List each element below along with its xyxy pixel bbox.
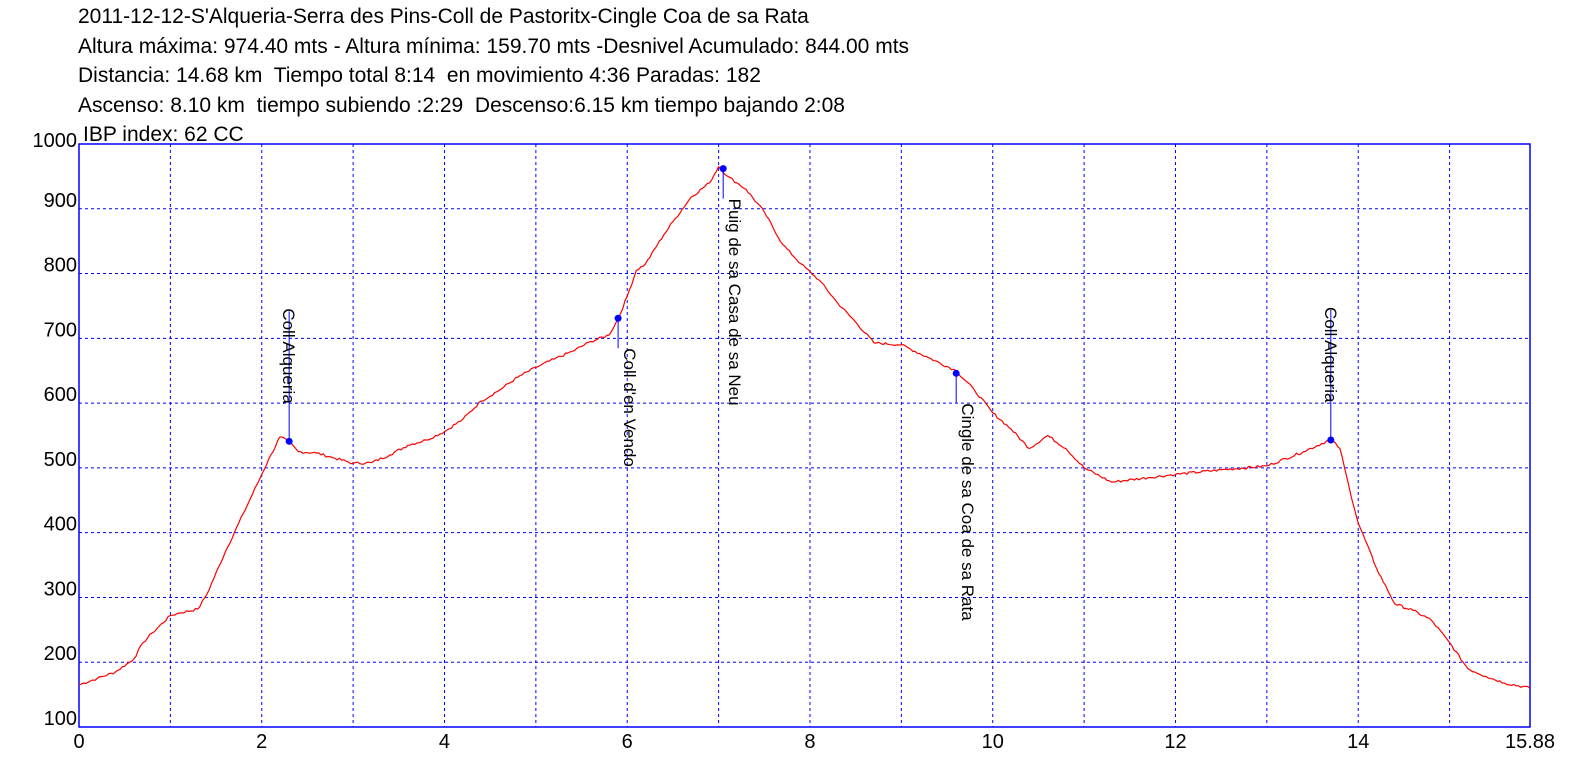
y-tick-label: 700 [44,319,77,341]
waypoint-label: Puig de sa Casa de sa Neu [725,199,744,406]
x-tick-label: 4 [439,731,450,753]
distance-time-summary: Distancia: 14.68 km Tiempo total 8:14 en… [78,64,761,87]
y-tick-label: 600 [44,384,77,406]
y-tick-label: 400 [44,514,77,536]
y-tick-label: 200 [44,643,77,665]
ibp-index: IBP index: 62 CC [83,123,244,146]
waypoint-marker [285,437,293,445]
x-tick-label: 10 [982,731,1004,753]
y-tick-label: 500 [44,449,77,471]
altitude-summary: Altura máxima: 974.40 mts - Altura mínim… [78,34,910,58]
x-tick-label: 14 [1347,731,1369,753]
waypoint-label: Coll Alqueria [1321,307,1340,403]
waypoint-label: Coll d'en Vendo [620,348,639,467]
x-tick-label: 8 [804,731,815,753]
x-tick-label: 6 [622,731,633,753]
x-tick-label: 0 [73,731,84,753]
x-tick-label: 2 [256,731,267,753]
y-tick-label: 1000 [33,130,78,152]
x-tick-label: 15.88 [1505,731,1555,753]
y-tick-label: 900 [44,190,77,212]
elevation-line [78,166,1531,689]
waypoint-label: Cingle de sa Coa de sa Rata [958,403,977,621]
ascent-descent-summary: Ascenso: 8.10 km tiempo subiendo :2:29 D… [78,93,845,117]
plot-frame [78,143,1531,728]
chart-title: 2011-12-12-S'Alqueria-Serra des Pins-Col… [78,5,809,28]
waypoint-marker [952,369,960,377]
y-tick-label: 300 [44,578,77,600]
waypoint-label: Coll Alqueria [279,308,298,404]
x-tick-label: 12 [1164,731,1186,753]
chart-header: 2011-12-12-S'Alqueria-Serra des Pins-Col… [78,2,909,150]
waypoint-marker [719,165,727,173]
y-tick-label: 100 [44,708,77,730]
waypoint-marker [614,314,622,322]
waypoint-marker [1327,436,1335,444]
y-tick-label: 800 [44,255,77,277]
